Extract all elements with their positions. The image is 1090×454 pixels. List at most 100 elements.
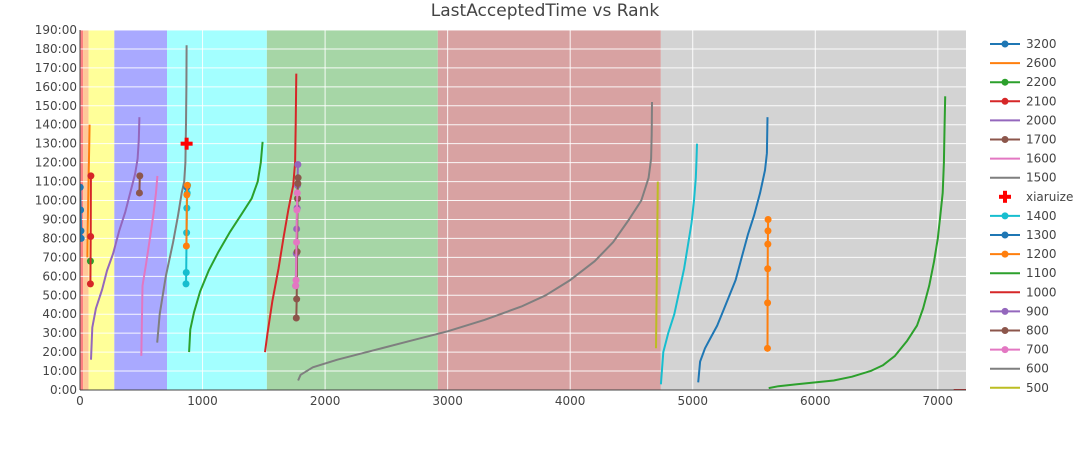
x-tick-label: 3000 (432, 394, 463, 408)
y-tick-label: 20:00 (42, 345, 77, 359)
legend-item-1200[interactable]: 1200 (990, 247, 1057, 261)
data-point-700 (293, 207, 300, 214)
y-tick-label: 70:00 (42, 250, 77, 264)
series-line-1200 (768, 220, 769, 349)
rating-band-6 (438, 30, 661, 390)
legend-label-1500: 1500 (1026, 171, 1057, 185)
legend-symbol-xiaruize-v (1003, 191, 1007, 203)
legend-marker-1300 (1002, 232, 1009, 239)
legend-symbol-xiaruize (999, 191, 1011, 203)
data-point-800 (293, 296, 300, 303)
legend-item-500[interactable]: 500 (990, 381, 1049, 395)
legend-marker-700 (1002, 346, 1009, 353)
data-point-700 (293, 239, 300, 246)
y-tick-label: 10:00 (42, 364, 77, 378)
legend-item-600[interactable]: 600 (990, 362, 1049, 376)
data-point-3200 (78, 235, 85, 242)
legend-label-1200: 1200 (1026, 247, 1057, 261)
data-point-1200 (183, 243, 190, 250)
data-point-1200 (183, 191, 190, 198)
y-tick-label: 110:00 (35, 175, 77, 189)
y-tick-label: 60:00 (42, 269, 77, 283)
y-tick-label: 130:00 (35, 137, 77, 151)
legend-item-2200[interactable]: 2200 (990, 75, 1057, 89)
data-point-700 (294, 189, 301, 196)
y-tick-label: 120:00 (35, 156, 77, 170)
x-tick-label: 2000 (310, 394, 341, 408)
y-tick-label: 0:00 (50, 383, 77, 397)
x-tick-label: 6000 (800, 394, 831, 408)
data-point-1200 (764, 241, 771, 248)
y-tick-label: 100:00 (35, 194, 77, 208)
data-point-3200 (77, 207, 84, 214)
legend-item-2100[interactable]: 2100 (990, 94, 1057, 108)
data-point-1700 (136, 189, 143, 196)
x-tick-label: 4000 (555, 394, 586, 408)
legend-label-1300: 1300 (1026, 228, 1057, 242)
legend-label-1100: 1100 (1026, 266, 1057, 280)
legend-item-700[interactable]: 700 (990, 343, 1049, 357)
legend[interactable]: 3200 2600 2200 2100 2000 1700 1600 1500 xiaruize… (990, 37, 1073, 395)
y-tick-label: 50:00 (42, 288, 77, 302)
x-tick-label: 0 (76, 394, 84, 408)
x-tick-label: 1000 (187, 394, 218, 408)
legend-label-1700: 1700 (1026, 133, 1057, 147)
data-point-xiaruize-v (185, 138, 189, 150)
data-point-2100 (87, 172, 94, 179)
legend-marker-800 (1002, 327, 1009, 334)
legend-item-3200[interactable]: 3200 (990, 37, 1057, 51)
legend-label-xiaruize: xiaruize (1026, 190, 1073, 204)
legend-label-2200: 2200 (1026, 75, 1057, 89)
legend-label-800: 800 (1026, 324, 1049, 338)
data-point-1200 (764, 345, 771, 352)
legend-item-2600[interactable]: 2600 (990, 56, 1057, 70)
legend-item-800[interactable]: 800 (990, 324, 1049, 338)
legend-item-2000[interactable]: 2000 (990, 113, 1057, 127)
data-point-1200 (764, 227, 771, 234)
y-tick-label: 40:00 (42, 307, 77, 321)
legend-marker-1700 (1002, 136, 1009, 143)
legend-label-1000: 1000 (1026, 285, 1057, 299)
legend-item-1300[interactable]: 1300 (990, 228, 1057, 242)
legend-item-900[interactable]: 900 (990, 304, 1049, 318)
data-point-700 (293, 277, 300, 284)
data-point-1200 (764, 265, 771, 272)
legend-item-xiaruize[interactable]: xiaruize (999, 190, 1073, 204)
data-point-1200 (764, 299, 771, 306)
legend-item-1500[interactable]: 1500 (990, 171, 1057, 185)
legend-item-1600[interactable]: 1600 (990, 152, 1057, 166)
legend-label-2100: 2100 (1026, 94, 1057, 108)
y-tick-label: 190:00 (35, 23, 77, 37)
data-point-1400 (183, 269, 190, 276)
data-point-800 (293, 315, 300, 322)
legend-marker-900 (1002, 308, 1009, 315)
legend-label-600: 600 (1026, 362, 1049, 376)
x-tick-label: 7000 (923, 394, 954, 408)
data-point-2100 (87, 233, 94, 240)
y-tick-label: 30:00 (42, 326, 77, 340)
legend-label-900: 900 (1026, 304, 1049, 318)
data-point-3200 (77, 227, 84, 234)
y-tick-label: 180:00 (35, 42, 77, 56)
legend-label-2600: 2600 (1026, 56, 1057, 70)
data-point-800 (295, 174, 302, 181)
y-tick-label: 90:00 (42, 212, 77, 226)
y-tick-label: 80:00 (42, 231, 77, 245)
rating-band-7 (661, 30, 966, 390)
series-line-2100 (90, 176, 91, 284)
rating-band-5 (267, 30, 438, 390)
legend-item-1000[interactable]: 1000 (990, 285, 1057, 299)
legend-item-1700[interactable]: 1700 (990, 133, 1057, 147)
legend-label-700: 700 (1026, 343, 1049, 357)
x-tick-label: 5000 (677, 394, 708, 408)
data-point-1700 (136, 172, 143, 179)
legend-marker-1400 (1002, 212, 1009, 219)
rating-bands (80, 30, 966, 390)
legend-item-1100[interactable]: 1100 (990, 266, 1057, 280)
data-point-1200 (184, 182, 191, 189)
legend-label-2000: 2000 (1026, 113, 1057, 127)
data-point-2100 (87, 280, 94, 287)
data-point-900 (294, 161, 301, 168)
legend-item-1400[interactable]: 1400 (990, 209, 1057, 223)
